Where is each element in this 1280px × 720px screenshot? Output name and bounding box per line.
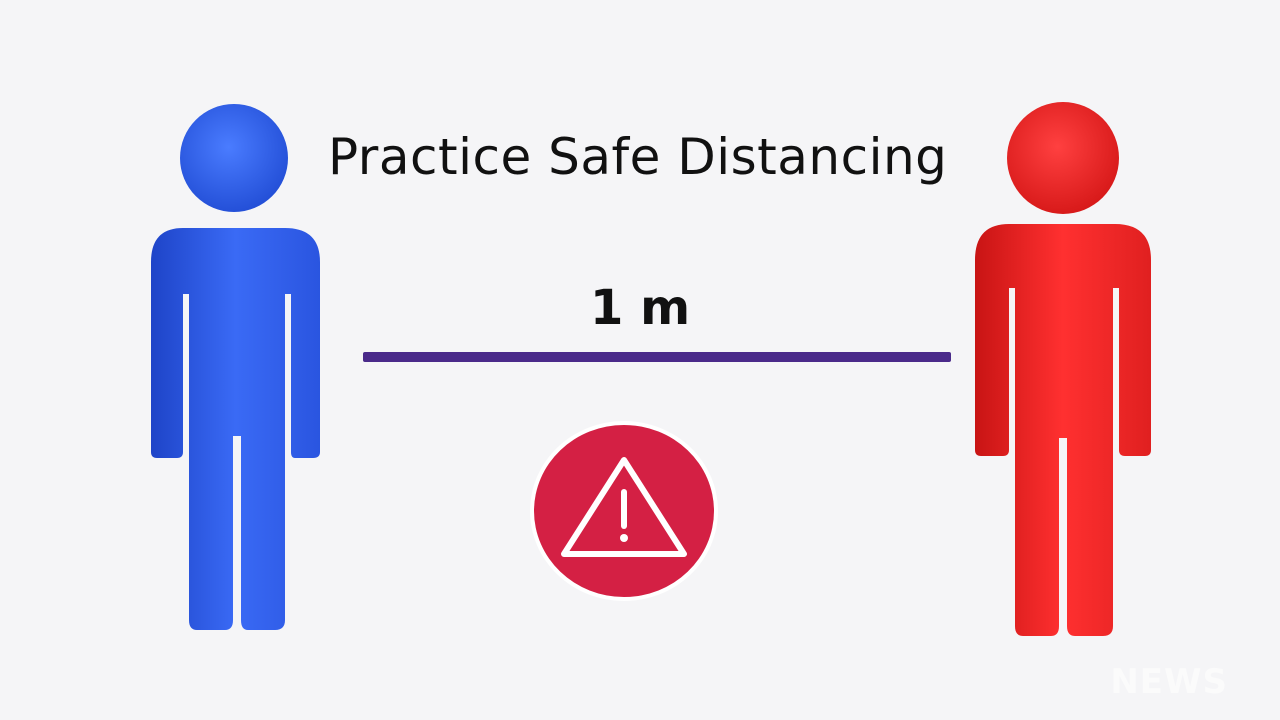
title-text: Practice Safe Distancing (328, 128, 948, 186)
distance-label: 1 m (590, 280, 691, 336)
news-watermark: NEWS (1110, 662, 1228, 702)
blue-person-icon (151, 104, 320, 630)
red-person-icon (975, 102, 1151, 636)
distance-line (363, 352, 951, 362)
warning-icon (530, 421, 718, 601)
